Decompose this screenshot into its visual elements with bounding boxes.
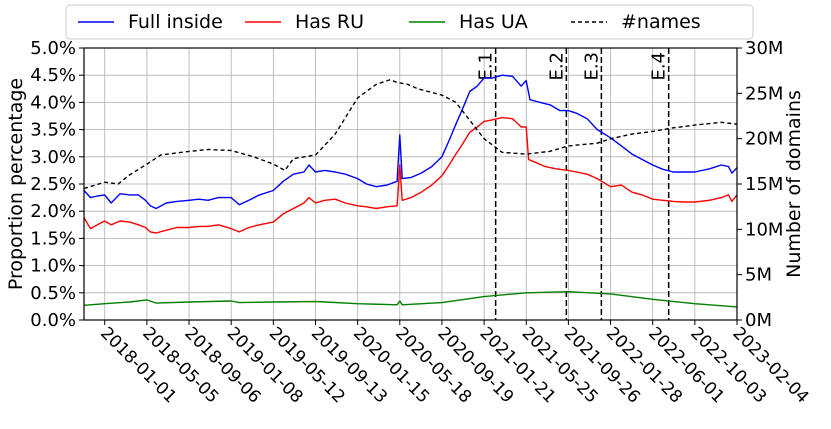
y2-tick-label: 5M: [745, 265, 772, 286]
event-label: E.4: [649, 52, 670, 81]
event-label: E.2: [546, 52, 567, 81]
grid-lines: [84, 47, 738, 321]
series-line: [83, 74, 738, 210]
y2-tick-label: 0M: [745, 310, 772, 331]
y-tick-label: 1.0%: [30, 256, 76, 277]
event-lines: E.1 E.2 E.3 E.4: [476, 48, 670, 320]
y-tick-label: 4.5%: [30, 65, 76, 86]
y-tick-label: 5.0%: [30, 38, 76, 59]
event-label: E.3: [581, 52, 602, 81]
x-axis: 2018-01-012018-05-052018-09-062019-01-08…: [96, 320, 812, 407]
y2-tick-label: 25M: [745, 83, 783, 104]
y-axis-label: Proportion percentage: [5, 78, 27, 290]
y-tick-label: 3.5%: [30, 120, 76, 141]
legend-label: Has UA: [459, 11, 528, 33]
y-tick-label: 0.0%: [30, 310, 76, 331]
series-line: [83, 79, 738, 190]
y-tick-label: 4.0%: [30, 92, 76, 113]
y-tick-label: 3.0%: [30, 147, 76, 168]
y2-tick-label: 15M: [745, 174, 783, 195]
legend: Full inside Has RU Has UA #names: [65, 4, 754, 40]
y2-tick-label: 10M: [745, 219, 783, 240]
y2-axis-label: Number of domains: [783, 90, 805, 278]
left-axis: 0.0% 0.5% 1.0% 1.5% 2.0% 2.5% 3.0% 3.5% 4.0% 4.5%…: [30, 38, 84, 331]
legend-label: Has RU: [295, 11, 364, 33]
legend-label: #names: [621, 11, 701, 33]
series-line: [83, 116, 738, 234]
y2-tick-label: 30M: [745, 38, 783, 59]
series-lines: [83, 74, 738, 308]
series-line: [83, 291, 738, 308]
y-tick-label: 1.5%: [30, 228, 76, 249]
y-tick-label: 2.5%: [30, 174, 76, 195]
legend-label: Full inside: [128, 11, 223, 33]
event-label: E.1: [476, 52, 497, 81]
y-tick-label: 0.5%: [30, 283, 76, 304]
y2-tick-label: 20M: [745, 129, 783, 150]
y-tick-label: 2.0%: [30, 201, 76, 222]
right-axis: 0M 5M 10M 15M 20M 25M 30M: [737, 38, 783, 331]
